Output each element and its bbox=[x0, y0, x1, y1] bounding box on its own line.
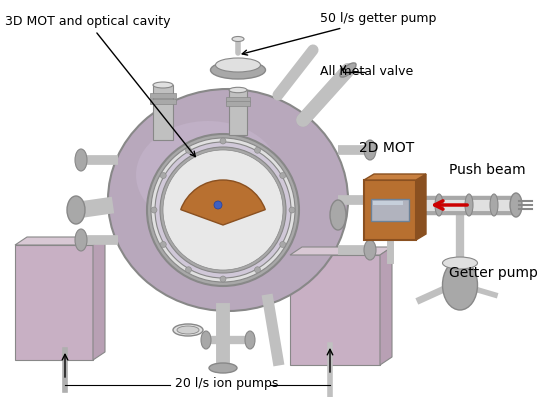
Ellipse shape bbox=[330, 200, 346, 230]
Polygon shape bbox=[93, 237, 105, 360]
Ellipse shape bbox=[136, 121, 280, 229]
Ellipse shape bbox=[229, 87, 247, 93]
Ellipse shape bbox=[490, 194, 498, 216]
Circle shape bbox=[151, 207, 157, 213]
Circle shape bbox=[185, 147, 191, 153]
Bar bbox=[15, 245, 93, 360]
Circle shape bbox=[155, 142, 291, 278]
Wedge shape bbox=[181, 180, 265, 225]
Ellipse shape bbox=[209, 363, 237, 373]
Circle shape bbox=[151, 138, 295, 282]
Polygon shape bbox=[416, 174, 426, 240]
Bar bbox=[226, 101, 250, 106]
Circle shape bbox=[147, 134, 299, 286]
Ellipse shape bbox=[442, 260, 478, 310]
Bar bbox=[153, 85, 173, 140]
Ellipse shape bbox=[210, 61, 266, 79]
Text: Getter pump: Getter pump bbox=[449, 266, 538, 280]
Circle shape bbox=[289, 207, 295, 213]
Text: 3D MOT and optical cavity: 3D MOT and optical cavity bbox=[5, 15, 195, 156]
Circle shape bbox=[280, 173, 286, 179]
Ellipse shape bbox=[67, 196, 85, 224]
Circle shape bbox=[160, 241, 166, 247]
Ellipse shape bbox=[364, 190, 376, 210]
Ellipse shape bbox=[173, 324, 203, 336]
Text: 20 l/s ion pumps: 20 l/s ion pumps bbox=[175, 377, 278, 390]
Bar bbox=[371, 199, 409, 221]
Text: 50 l/s getter pump: 50 l/s getter pump bbox=[242, 12, 436, 55]
Circle shape bbox=[160, 147, 286, 273]
Ellipse shape bbox=[75, 229, 87, 251]
Circle shape bbox=[254, 147, 261, 153]
Ellipse shape bbox=[442, 257, 478, 269]
Bar bbox=[229, 90, 247, 135]
Ellipse shape bbox=[340, 63, 356, 77]
Bar bbox=[150, 93, 176, 98]
Circle shape bbox=[160, 173, 166, 179]
Ellipse shape bbox=[245, 331, 255, 349]
Circle shape bbox=[220, 276, 226, 282]
Ellipse shape bbox=[108, 89, 348, 311]
Ellipse shape bbox=[510, 193, 522, 217]
Text: All metal valve: All metal valve bbox=[320, 65, 413, 78]
Bar bbox=[290, 255, 380, 365]
Ellipse shape bbox=[232, 37, 244, 42]
Text: Push beam: Push beam bbox=[449, 163, 526, 177]
Ellipse shape bbox=[435, 194, 443, 216]
Ellipse shape bbox=[364, 240, 376, 260]
Circle shape bbox=[280, 241, 286, 247]
Polygon shape bbox=[15, 237, 105, 245]
Ellipse shape bbox=[465, 194, 473, 216]
Ellipse shape bbox=[177, 326, 199, 334]
Ellipse shape bbox=[153, 82, 173, 88]
Bar bbox=[226, 97, 250, 102]
Ellipse shape bbox=[364, 140, 376, 160]
Bar bbox=[150, 99, 176, 104]
Text: 2D MOT: 2D MOT bbox=[359, 141, 414, 155]
Ellipse shape bbox=[201, 331, 211, 349]
Circle shape bbox=[254, 267, 261, 273]
Polygon shape bbox=[290, 247, 392, 255]
Circle shape bbox=[220, 138, 226, 144]
Polygon shape bbox=[380, 247, 392, 365]
Polygon shape bbox=[364, 174, 426, 180]
Bar bbox=[364, 180, 416, 240]
Ellipse shape bbox=[215, 58, 261, 72]
Circle shape bbox=[214, 201, 222, 209]
Circle shape bbox=[163, 150, 283, 270]
Ellipse shape bbox=[75, 149, 87, 171]
Circle shape bbox=[185, 267, 191, 273]
Bar bbox=[373, 201, 403, 205]
